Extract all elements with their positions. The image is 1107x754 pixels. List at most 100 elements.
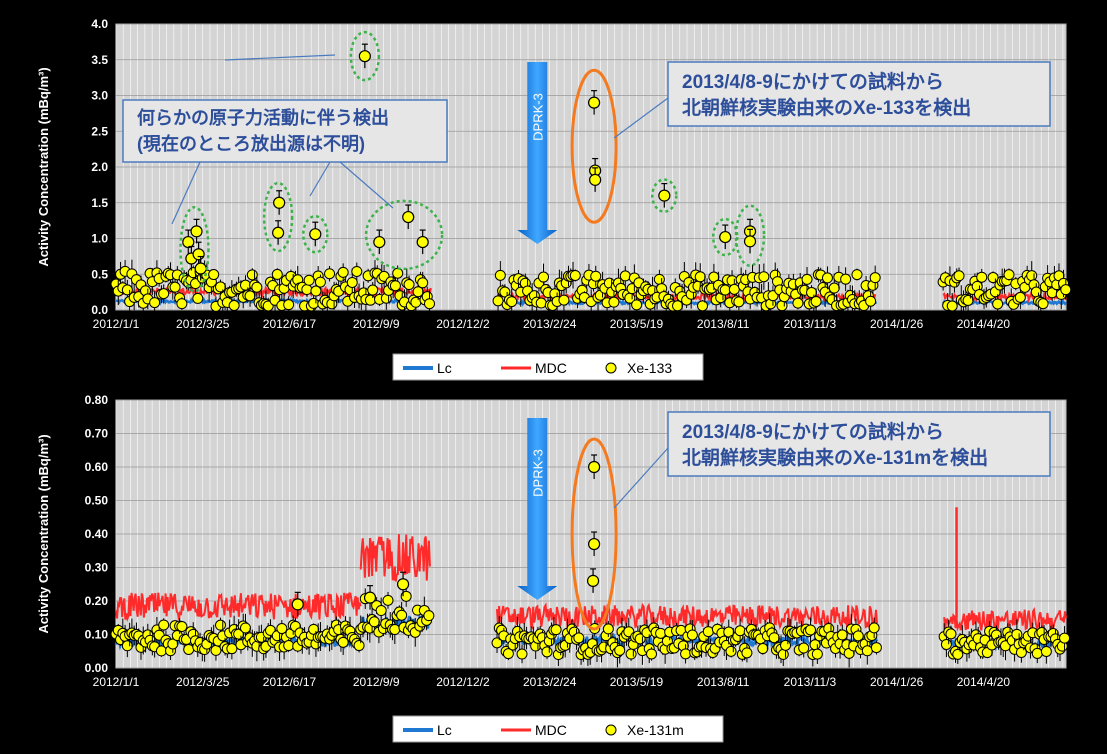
legend-label: Xe-131m [627, 722, 684, 738]
MDC-line [496, 602, 878, 630]
data-point [149, 297, 161, 309]
data-point [301, 284, 313, 296]
data-point [870, 642, 882, 654]
green-dotted-circle [349, 30, 381, 82]
highlight-point [587, 96, 601, 109]
data-point [351, 265, 363, 277]
highlight-point [194, 262, 207, 275]
data-point [192, 292, 204, 304]
legend: Lc MDC Xe-131m [392, 715, 724, 743]
data-point [541, 646, 553, 658]
y-tick-label: 0.10 [85, 628, 109, 642]
data-point [403, 279, 415, 291]
data-point [412, 286, 424, 298]
detection-ellipse [570, 68, 618, 224]
data-point [283, 299, 295, 311]
data-point [608, 296, 620, 308]
data-point [382, 594, 394, 606]
highlight-point [586, 574, 600, 588]
data-point [410, 296, 422, 308]
data-point [1003, 269, 1015, 281]
x-tick-label: 2012/9/9 [353, 675, 400, 689]
data-point [672, 300, 684, 312]
y-tick-label: 2.0 [91, 160, 108, 174]
data-point [719, 284, 731, 296]
data-point [183, 643, 195, 655]
x-tick-label: 2012/12/2 [436, 317, 490, 331]
data-point [417, 277, 429, 289]
x-tick-label: 2014/1/26 [870, 675, 924, 689]
data-point [494, 269, 506, 281]
detection-box-text: 北朝鮮核実験由来のXe-133を検出 [682, 96, 971, 119]
data-point [506, 296, 518, 308]
callout-arrow [171, 161, 201, 225]
data-point [1037, 298, 1049, 310]
legend: Lc MDC Xe-133 [392, 353, 704, 381]
data-point [239, 622, 251, 634]
legend-label: Lc [437, 360, 452, 376]
data-point [516, 648, 528, 660]
data-point [811, 648, 823, 660]
highlight-point [402, 210, 415, 224]
arrow-shape [517, 418, 558, 600]
background-points [110, 585, 1071, 668]
highlight-point [658, 189, 671, 202]
data-point [780, 639, 792, 651]
data-point [375, 605, 387, 617]
highlight-point [291, 598, 304, 611]
data-point [251, 281, 263, 293]
data-point [851, 269, 863, 281]
highlight-point [587, 537, 601, 551]
callout-line [613, 97, 669, 139]
data-point [396, 609, 408, 621]
data-point [590, 270, 602, 282]
data-point [868, 622, 880, 634]
data-point [550, 624, 562, 636]
data-point [244, 290, 256, 302]
data-point [169, 281, 181, 293]
data-point [697, 300, 709, 312]
highlight-point [587, 460, 601, 474]
data-point [1026, 270, 1038, 282]
data-point [865, 295, 877, 307]
data-point [758, 271, 770, 283]
background-points [110, 259, 1072, 320]
highlight-point [272, 226, 285, 239]
data-point [337, 266, 349, 278]
data-point [840, 273, 852, 285]
data-point [226, 643, 238, 655]
data-point [798, 642, 810, 654]
x-tick-label: 2014/4/20 [957, 317, 1011, 331]
data-point [828, 282, 840, 294]
x-tick-label: 2012/12/2 [436, 675, 490, 689]
data-point [324, 268, 336, 280]
chart-1: 0.0 0.5 1.0 1.5 2.0 2.5 3.0 3.5 4.0 2012/1/1 2012/… [36, 17, 1072, 381]
x-tick-label: 2012/6/17 [263, 317, 317, 331]
data-point [946, 300, 958, 312]
y-tick-label: 0.00 [85, 661, 109, 675]
data-point [728, 283, 740, 295]
data-point [502, 648, 514, 660]
data-point [368, 616, 380, 628]
detection-box-text: 北朝鮮核実験由来のXe-131mを検出 [682, 446, 988, 469]
data-point [945, 628, 957, 640]
unknown-box-text: 何らかの原子力活動に伴う検出 [137, 107, 389, 128]
data-point [836, 629, 848, 641]
data-point [346, 276, 358, 288]
data-point [1015, 646, 1027, 658]
y-tick-label: 1.0 [91, 232, 108, 246]
x-tick-label: 2013/5/19 [610, 317, 664, 331]
chart-2: 0.00 0.10 0.20 0.30 0.40 0.50 0.60 0.70 0.80 2012… [36, 393, 1071, 743]
y-axis-label: Activity Concentration (mBq/m³) [36, 434, 51, 633]
data-point [392, 267, 404, 279]
x-tick-label: 2013/11/3 [784, 675, 837, 689]
data-point [806, 287, 818, 299]
data-point [176, 298, 188, 310]
x-tick-label: 2012/3/25 [176, 675, 230, 689]
highlight-point [192, 248, 205, 261]
data-point [869, 272, 881, 284]
x-tick-label: 2012/1/1 [93, 675, 140, 689]
data-point [535, 297, 547, 309]
data-point [1011, 628, 1023, 640]
